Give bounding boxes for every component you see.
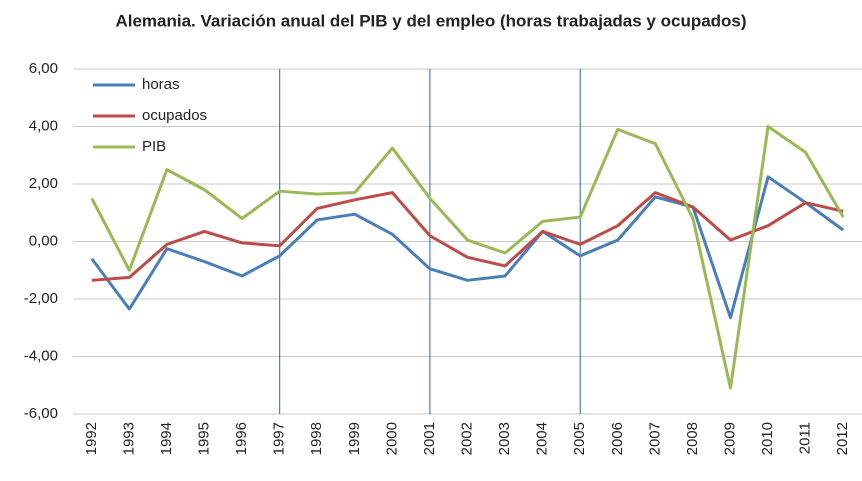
- x-tick-label: 2001: [421, 422, 438, 455]
- legend-label: ocupados: [142, 107, 207, 124]
- x-tick-label: 1995: [195, 422, 212, 455]
- x-tick-label: 2002: [458, 422, 475, 455]
- y-tick-label: -2,00: [24, 290, 58, 307]
- x-tick-label: 1997: [271, 422, 288, 455]
- series-line: [91, 191, 844, 282]
- x-tick-label: 2009: [721, 422, 738, 455]
- x-tick-label: 2010: [759, 422, 776, 455]
- x-tick-label: 1998: [308, 422, 325, 455]
- x-tick-label: 1994: [158, 422, 175, 455]
- x-tick-label: 2004: [534, 422, 551, 455]
- series-line: [90, 175, 845, 320]
- y-tick-label: -4,00: [24, 347, 58, 364]
- chart-title: Alemania. Variación anual del PIB y del …: [115, 11, 746, 30]
- x-tick-label: 2012: [834, 422, 851, 455]
- x-tick-label: 1996: [233, 422, 250, 455]
- x-tick-label: 1993: [120, 422, 137, 455]
- y-tick-label: 6,00: [29, 60, 58, 77]
- legend-label: PIB: [142, 138, 166, 155]
- y-tick-label: -6,00: [24, 405, 58, 422]
- x-tick-label: 1992: [83, 422, 100, 455]
- legend-label: horas: [142, 76, 180, 93]
- x-tick-label: 2003: [496, 422, 513, 455]
- x-tick-label: 2006: [609, 422, 626, 455]
- x-tick-label: 2000: [383, 422, 400, 455]
- y-tick-label: 0,00: [29, 232, 58, 249]
- x-tick-label: 2005: [571, 422, 588, 455]
- x-tick-label: 1999: [346, 422, 363, 455]
- y-tick-label: 4,00: [29, 117, 58, 134]
- series-line: [90, 125, 845, 390]
- x-tick-label: 2007: [646, 422, 663, 455]
- x-tick-label: 2008: [684, 422, 701, 455]
- x-tick-label: 2011: [797, 422, 814, 454]
- y-tick-label: 2,00: [29, 175, 58, 192]
